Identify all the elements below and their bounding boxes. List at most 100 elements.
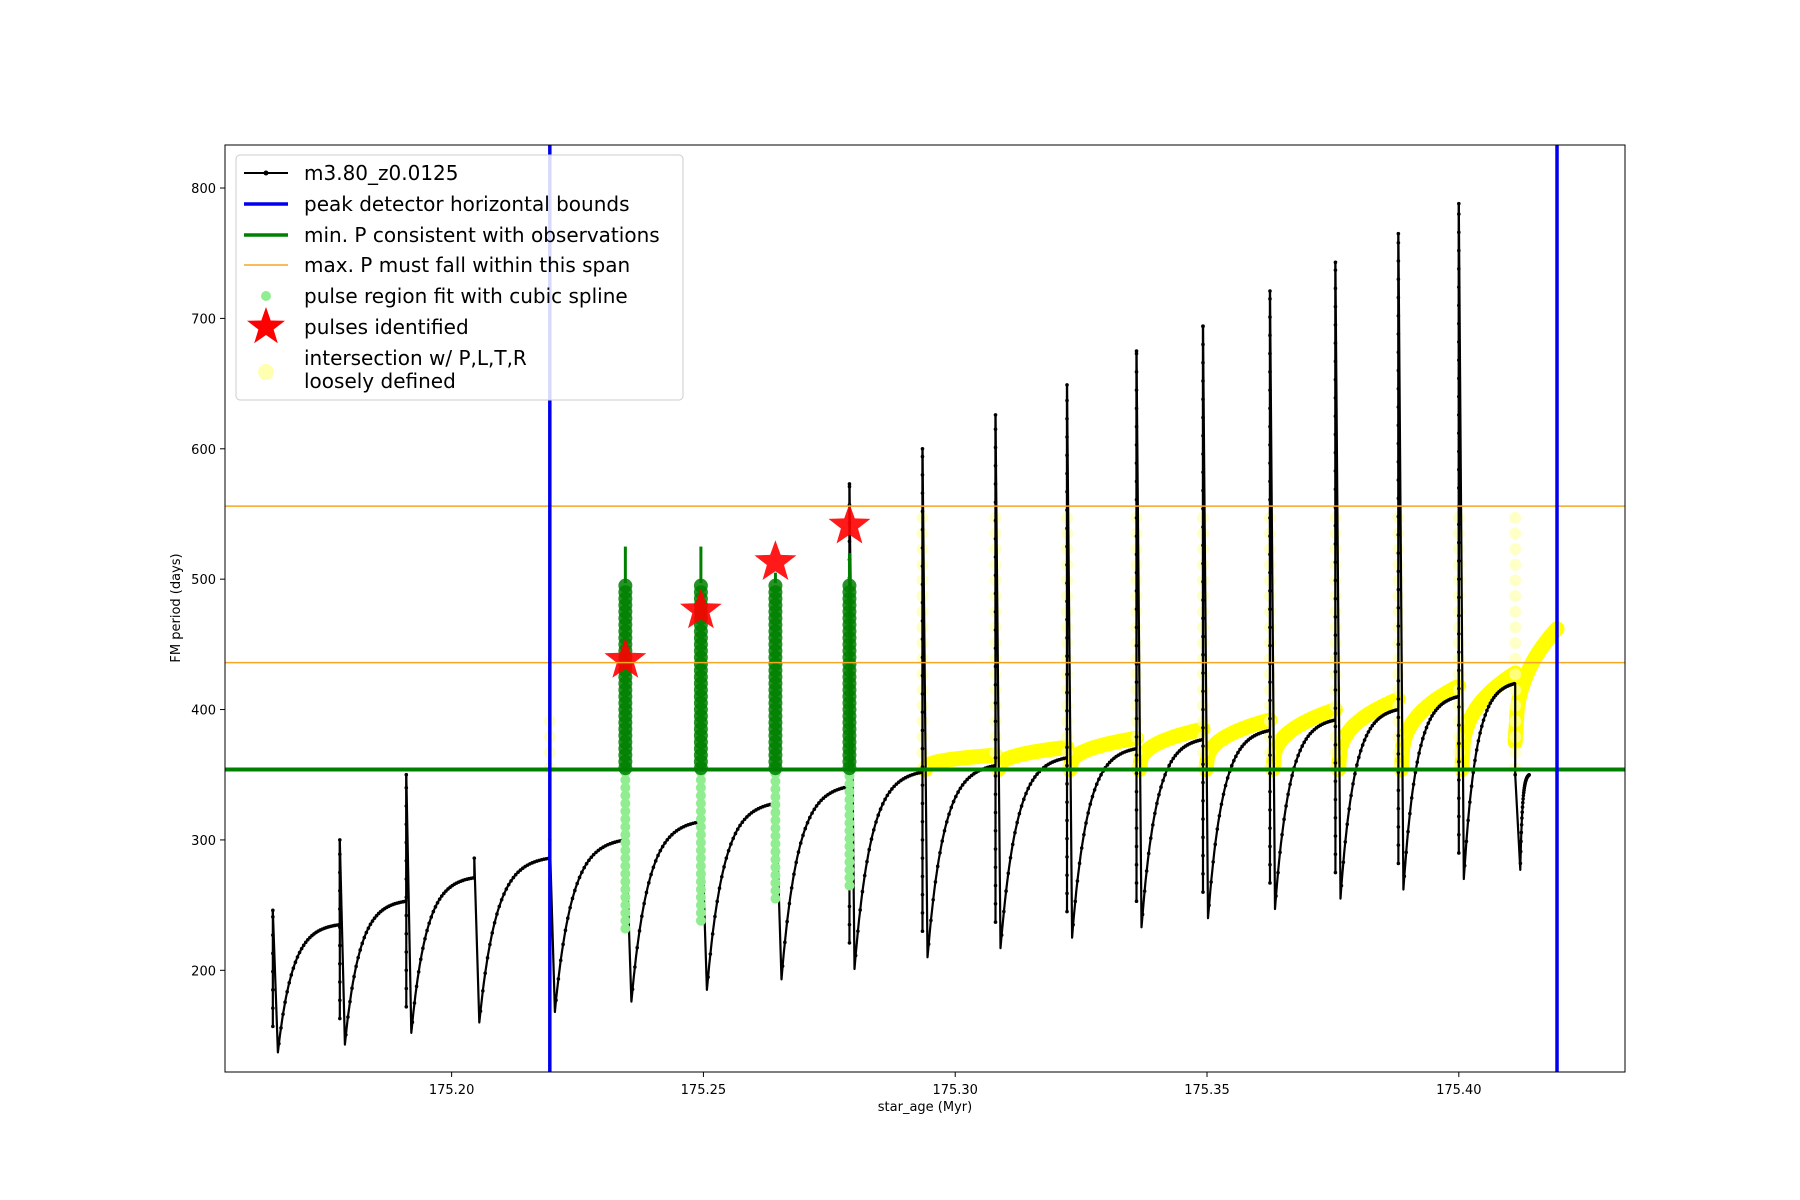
model-point bbox=[471, 876, 476, 880]
model-point bbox=[1521, 793, 1526, 798]
model-point bbox=[1035, 772, 1039, 776]
model-point bbox=[1370, 723, 1375, 728]
model-point bbox=[1151, 823, 1155, 827]
model-point bbox=[1396, 825, 1401, 829]
model-point bbox=[1333, 414, 1338, 418]
model-point bbox=[1268, 351, 1272, 356]
model-point bbox=[1457, 449, 1461, 454]
model-point bbox=[810, 811, 814, 815]
model-point bbox=[993, 555, 998, 559]
model-point bbox=[285, 990, 289, 994]
pulse-fit-point-light bbox=[620, 806, 631, 817]
yellow-point bbox=[1509, 527, 1522, 540]
model-point bbox=[867, 847, 872, 852]
model-point bbox=[1481, 718, 1486, 722]
model-point bbox=[663, 841, 667, 845]
model-point bbox=[1396, 405, 1401, 409]
model-point bbox=[1488, 701, 1493, 705]
model-point bbox=[1134, 497, 1139, 502]
model-point bbox=[1268, 826, 1272, 830]
model-point bbox=[1396, 259, 1401, 263]
model-point bbox=[506, 882, 511, 887]
model-point bbox=[792, 872, 796, 877]
model-point bbox=[803, 826, 808, 831]
pulse-fit-point-light bbox=[620, 868, 631, 879]
model-point bbox=[783, 940, 787, 945]
model-point bbox=[1201, 762, 1205, 767]
model-point bbox=[1026, 786, 1031, 791]
model-point bbox=[1422, 730, 1427, 735]
model-point bbox=[876, 813, 881, 817]
model-point bbox=[665, 837, 670, 842]
model-point bbox=[860, 889, 865, 894]
legend-entry: pulses identified bbox=[247, 307, 469, 344]
model-point bbox=[1065, 416, 1069, 421]
model-point bbox=[1211, 860, 1215, 864]
model-point bbox=[817, 801, 821, 805]
model-point bbox=[1105, 763, 1110, 767]
yellow-ribbon bbox=[1393, 678, 1467, 777]
model-point bbox=[1457, 723, 1461, 727]
model-point bbox=[1065, 690, 1069, 695]
model-point bbox=[960, 783, 965, 787]
model-point bbox=[1457, 285, 1461, 289]
model-point bbox=[499, 897, 504, 902]
model-point bbox=[1396, 642, 1401, 647]
model-point bbox=[1134, 844, 1139, 849]
model-point bbox=[1075, 879, 1080, 883]
model-point bbox=[1396, 368, 1401, 373]
model-point bbox=[1065, 508, 1069, 512]
model-point bbox=[1201, 561, 1205, 566]
model-point bbox=[1010, 842, 1015, 847]
model-point bbox=[993, 536, 998, 541]
model-point bbox=[637, 929, 642, 933]
pulse-fit-point-light bbox=[844, 880, 855, 891]
pulse-fit-point-light bbox=[695, 845, 706, 856]
model-point bbox=[1094, 782, 1099, 786]
model-point bbox=[1006, 871, 1011, 876]
model-point bbox=[1396, 806, 1401, 811]
model-point bbox=[1333, 450, 1338, 455]
legend-label: min. P consistent with observations bbox=[304, 223, 660, 247]
model-point bbox=[421, 946, 425, 951]
plot-frame bbox=[224, 144, 1626, 1073]
model-point bbox=[785, 919, 789, 924]
model-point bbox=[271, 951, 275, 956]
model-point bbox=[1017, 811, 1022, 816]
model-point bbox=[1421, 736, 1425, 741]
y-tick-label: 500 bbox=[191, 573, 216, 588]
model-point bbox=[1396, 460, 1401, 464]
model-point bbox=[1157, 792, 1161, 797]
pulse-fit-point-light bbox=[620, 829, 631, 840]
model-point bbox=[1519, 830, 1524, 835]
yellow-ribbon bbox=[1507, 621, 1565, 750]
model-point bbox=[1278, 850, 1282, 855]
model-point bbox=[847, 484, 852, 489]
model-point bbox=[1234, 754, 1238, 759]
model-point bbox=[1219, 802, 1224, 807]
model-point bbox=[1065, 617, 1069, 622]
model-point bbox=[570, 896, 575, 901]
model-point bbox=[724, 856, 729, 860]
model-point bbox=[1333, 304, 1338, 309]
model-point bbox=[933, 880, 938, 884]
model-point bbox=[993, 755, 998, 760]
model-point bbox=[853, 953, 858, 958]
model-point bbox=[594, 850, 598, 855]
model-point bbox=[291, 966, 296, 970]
model-point bbox=[513, 872, 518, 877]
model-point bbox=[940, 839, 945, 843]
model-point bbox=[1469, 784, 1474, 789]
model-point bbox=[1065, 836, 1069, 841]
model-point bbox=[1457, 650, 1461, 654]
model-point bbox=[370, 919, 375, 923]
model-point bbox=[346, 1015, 350, 1019]
model-point bbox=[435, 900, 440, 905]
model-point bbox=[1466, 818, 1470, 823]
pulse-fit-point-light bbox=[620, 774, 631, 785]
model-point bbox=[993, 865, 998, 870]
model-point bbox=[558, 958, 563, 963]
pulse-fit-point-light bbox=[695, 915, 706, 926]
model-point bbox=[1134, 479, 1139, 484]
